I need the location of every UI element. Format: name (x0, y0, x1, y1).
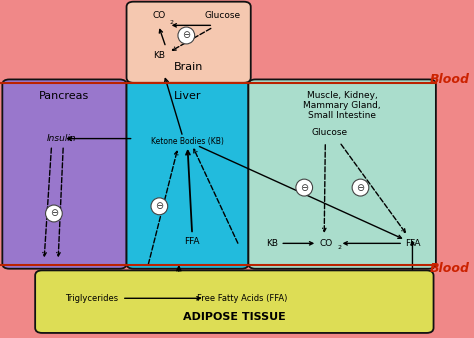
Text: 2: 2 (338, 245, 342, 250)
Text: Ketone Bodies (KB): Ketone Bodies (KB) (151, 138, 224, 146)
Text: ⊖: ⊖ (155, 201, 164, 211)
Text: Triglycerides: Triglycerides (65, 294, 118, 303)
Text: ⊖: ⊖ (182, 30, 191, 41)
FancyBboxPatch shape (2, 79, 127, 269)
Ellipse shape (46, 205, 62, 222)
Text: CO: CO (153, 11, 166, 20)
Text: Muscle, Kidney,
Mammary Gland,
Small Intestine: Muscle, Kidney, Mammary Gland, Small Int… (303, 91, 381, 120)
FancyBboxPatch shape (248, 79, 436, 269)
Text: CO: CO (320, 239, 333, 248)
Text: Blood: Blood (430, 73, 470, 86)
Text: Blood: Blood (430, 262, 470, 275)
Text: FFA: FFA (184, 237, 200, 246)
Text: KB: KB (266, 239, 278, 248)
Ellipse shape (178, 27, 195, 44)
Text: FFA: FFA (405, 239, 420, 248)
Text: KB: KB (154, 51, 165, 60)
Ellipse shape (352, 179, 369, 196)
Text: Insulin: Insulin (47, 134, 76, 143)
Ellipse shape (151, 198, 168, 215)
Text: Glucose: Glucose (205, 11, 241, 20)
Text: Glucose: Glucose (312, 128, 348, 137)
Ellipse shape (296, 179, 312, 196)
FancyBboxPatch shape (127, 79, 248, 269)
Text: ADIPOSE TISSUE: ADIPOSE TISSUE (183, 312, 286, 322)
Text: ⊖: ⊖ (300, 183, 308, 193)
Text: Pancreas: Pancreas (39, 91, 90, 101)
Text: Liver: Liver (174, 91, 201, 101)
FancyBboxPatch shape (127, 2, 251, 83)
Text: ⊖: ⊖ (50, 209, 58, 218)
Text: ⊖: ⊖ (356, 183, 365, 193)
Text: Free Fatty Acids (FFA): Free Fatty Acids (FFA) (197, 294, 287, 303)
FancyBboxPatch shape (35, 270, 434, 333)
Text: Brain: Brain (174, 62, 203, 72)
Text: 2: 2 (170, 20, 173, 25)
